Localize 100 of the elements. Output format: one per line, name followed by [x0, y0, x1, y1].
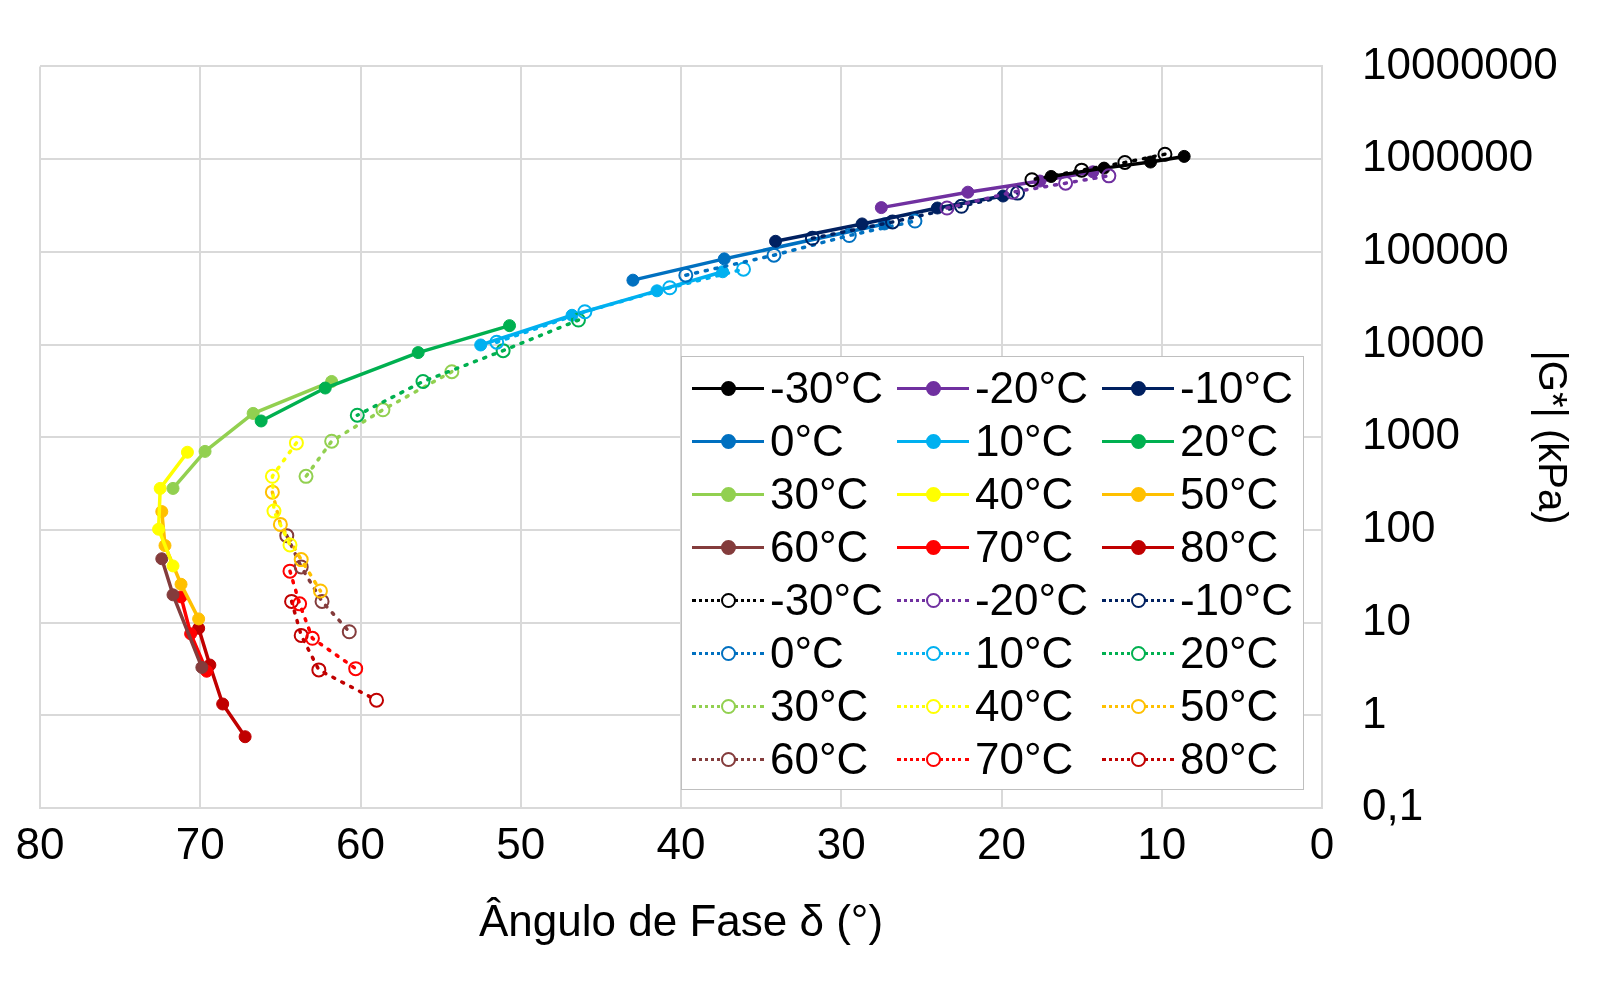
point [341, 624, 357, 640]
legend-label: 70°C [974, 521, 1074, 574]
point [166, 559, 180, 573]
legend-label: -30°C [770, 574, 883, 627]
legend-label: 40°C [974, 680, 1074, 733]
point [678, 267, 694, 283]
point [939, 200, 955, 216]
x-axis-title: Ângulo de Fase δ (°) [479, 896, 884, 947]
x-tick-label: 30 [816, 818, 866, 868]
point [1010, 185, 1026, 201]
legend-label: 40°C [974, 468, 1074, 521]
point [311, 662, 327, 678]
legend-label: 80°C [1179, 733, 1279, 786]
x-tick-label: 80 [15, 818, 65, 868]
point [349, 407, 365, 423]
point [874, 201, 888, 215]
legend-label: 60°C [770, 733, 869, 786]
point [348, 661, 364, 677]
point [1005, 184, 1021, 200]
point [238, 730, 252, 744]
point [166, 588, 180, 602]
legend-label: 0°C [770, 627, 844, 680]
point [1024, 172, 1040, 188]
legend-label: 50°C [1179, 680, 1279, 733]
point [411, 346, 425, 360]
point [415, 373, 431, 389]
legend-label: 30°C [770, 468, 869, 521]
point [474, 338, 488, 352]
point [304, 630, 320, 646]
point [192, 612, 206, 626]
legend-label: 50°C [1179, 468, 1279, 521]
point [293, 552, 309, 568]
legend-label: 10°C [974, 627, 1074, 680]
point [907, 213, 923, 229]
point [626, 273, 640, 287]
point [180, 445, 194, 459]
legend-label: -10°C [1179, 574, 1293, 627]
point [266, 503, 282, 519]
x-tick-label: 0 [1309, 818, 1335, 868]
point [804, 230, 820, 246]
point [292, 596, 308, 612]
point [570, 312, 586, 328]
point [841, 228, 857, 244]
point [246, 406, 260, 420]
y-tick-label: 10 [1362, 594, 1411, 644]
point [766, 247, 782, 263]
point [298, 468, 314, 484]
point [489, 334, 505, 350]
point [314, 593, 330, 609]
point [282, 563, 298, 579]
point [662, 280, 678, 296]
point [155, 552, 169, 566]
point [152, 522, 166, 536]
legend-label: 80°C [1179, 521, 1279, 574]
point [272, 516, 288, 532]
x-tick-label: 10 [1137, 818, 1187, 868]
point [1144, 155, 1158, 169]
legend-label: -10°C [1179, 362, 1293, 415]
point [318, 381, 332, 395]
legend-label: 60°C [770, 521, 869, 574]
point [166, 481, 180, 495]
legend-label: 20°C [1179, 415, 1279, 468]
y-tick-label: 100000 [1362, 223, 1509, 273]
point [953, 198, 969, 214]
y-tick-label: 10000 [1362, 316, 1485, 366]
point [288, 435, 304, 451]
point [375, 402, 391, 418]
point [495, 343, 511, 359]
point [444, 364, 460, 380]
y-tick-label: 10000000 [1362, 38, 1558, 88]
y-tick-label: 1000000 [1362, 131, 1534, 181]
x-tick-label: 60 [336, 818, 385, 868]
point [769, 234, 783, 248]
point [216, 697, 230, 711]
point [1157, 146, 1173, 162]
point [1117, 154, 1133, 170]
point [279, 528, 295, 544]
legend-label: 20°C [1179, 627, 1279, 680]
point [577, 304, 593, 320]
y-tick-label: 0,1 [1362, 780, 1424, 830]
point [153, 481, 167, 495]
point [1177, 149, 1191, 163]
legend-label: -30°C [770, 362, 883, 415]
y-tick-label: 1000 [1362, 409, 1460, 459]
y-axis-title: |G*| (kPa) [1529, 350, 1575, 525]
point [195, 660, 209, 674]
point [885, 214, 901, 230]
legend-label: -20°C [974, 574, 1088, 627]
legend-label: -20°C [974, 362, 1088, 415]
point [284, 593, 300, 609]
y-tick-label: 100 [1362, 502, 1436, 552]
point [198, 444, 212, 458]
legend-label: 10°C [974, 415, 1074, 468]
point [264, 468, 280, 484]
point [174, 577, 188, 591]
point [1074, 162, 1090, 178]
point [293, 627, 309, 643]
point [961, 185, 975, 199]
point [717, 252, 731, 266]
x-tick-label: 50 [496, 818, 546, 868]
